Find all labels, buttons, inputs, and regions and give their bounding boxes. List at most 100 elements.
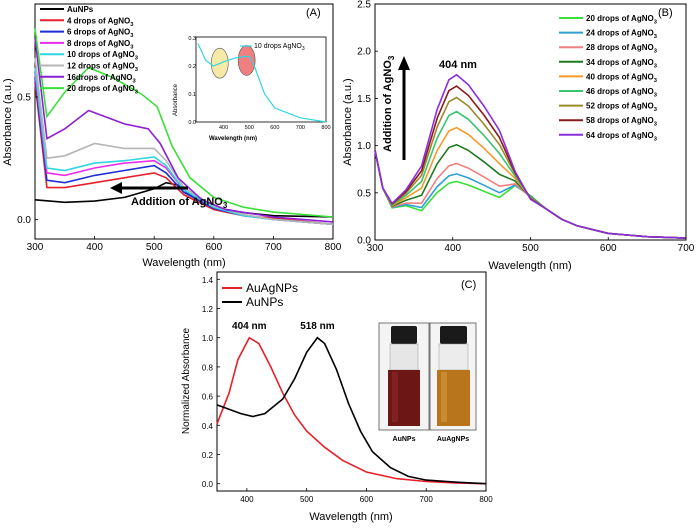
y-tick-label-0.5: 0.5 bbox=[17, 93, 31, 104]
panel-b-legend-label-40-drops-of-agno3-text: 40 drops of AgNO bbox=[586, 72, 654, 81]
panel-b-arrow-head bbox=[398, 56, 410, 70]
panel-b-series-group bbox=[374, 73, 687, 239]
panel-b-xlabel: Wavelength (nm) bbox=[488, 260, 571, 272]
panel-a-series-group bbox=[34, 28, 334, 226]
panel-c-ticks: 400 500 600 700 800 0.0 0.2 0.4 0.6 0.8 1.0 1.2 1.4 bbox=[202, 276, 493, 504]
panel-a-legend-label-16drops-of-agno3: 16drops of AgNO3 bbox=[67, 73, 136, 85]
x-tick-label-500: 500 bbox=[300, 495, 314, 504]
x-tick-label-700: 700 bbox=[265, 242, 282, 253]
inset-series-10-drops bbox=[197, 43, 327, 123]
panel-a: 300 400 500 600 700 800 0.0 0.5 (A) Wavelength … bbox=[2, 3, 342, 269]
y-tick-label-0.6: 0.6 bbox=[202, 393, 214, 402]
panel-c-xlabel: Wavelength (nm) bbox=[309, 511, 392, 523]
inset-plot: 400 500 600 700 800 0.0 0.1 0.2 0.3 bbox=[188, 36, 330, 131]
panel-a-ylabel: Absorbance (a.u.) bbox=[2, 78, 14, 165]
panel-a-legend-label-8-drops-of-agno3: 8 drops of AgNO3 bbox=[67, 39, 133, 51]
panel-a-legend-label-12-drops-of-agno3: 12 drops of AgNO3 bbox=[67, 62, 138, 74]
panel-b-legend-label-24-drops-of-agno3-text: 24 drops of AgNO bbox=[586, 29, 654, 38]
x-tick-label-700: 700 bbox=[420, 495, 434, 504]
inset-x-tick-500: 500 bbox=[245, 125, 254, 131]
vial-photo-aunps bbox=[378, 322, 430, 431]
panel-a-legend-label-10-drops-of-agno3-sub: 3 bbox=[135, 56, 138, 62]
panel-a-legend-label-16drops-of-agno3-sub: 3 bbox=[132, 78, 135, 84]
panel-a-annotation-sub: 3 bbox=[223, 201, 228, 210]
x-tick-label-500: 500 bbox=[146, 242, 163, 253]
photo-label-aunps: AuNPs bbox=[393, 436, 416, 443]
x-tick-label-800: 800 bbox=[325, 242, 342, 253]
x-tick-label-300: 300 bbox=[367, 243, 384, 254]
vial-aunps-liquid-shade bbox=[392, 372, 398, 422]
panel-b-series-64-drops-of-agno3 bbox=[374, 73, 687, 239]
y-tick-label-1.5: 1.5 bbox=[357, 94, 371, 105]
panel-b-legend-label-20-drops-of-agno3-text: 20 drops of AgNO bbox=[586, 14, 654, 23]
panel-b-legend-label-46-drops-of-agno3: 46 drops of AgNO3 bbox=[586, 87, 657, 99]
panel-a-series-20-drops-of-agno3 bbox=[34, 28, 334, 218]
panel-b-legend-label-46-drops-of-agno3-text: 46 drops of AgNO bbox=[586, 87, 654, 96]
inset-highlight-2 bbox=[237, 45, 256, 76]
x-tick-label-400: 400 bbox=[444, 243, 461, 254]
panel-b-legend-label-40-drops-of-agno3: 40 drops of AgNO3 bbox=[586, 72, 657, 84]
panel-b-legend-label-58-drops-of-agno3: 58 drops of AgNO3 bbox=[586, 116, 657, 128]
panel-c-legend-label-aunps: AuNPs bbox=[246, 295, 283, 309]
vial-auagnps-glass bbox=[438, 343, 469, 371]
panel-a-legend-label-16drops-of-agno3-text: 16drops of AgNO bbox=[67, 73, 132, 82]
panel-a-legend-label-6-drops-of-agno3: 6 drops of AgNO3 bbox=[67, 28, 133, 40]
panel-b-legend-label-64-drops-of-agno3-sub: 3 bbox=[654, 136, 657, 142]
y-tick-label-2: 2.0 bbox=[357, 47, 371, 58]
panel-a-legend-label-4-drops-of-agno3: 4 drops of AgNO3 bbox=[67, 16, 133, 28]
x-tick-label-600: 600 bbox=[360, 495, 374, 504]
panel-c-peak-label-518-nm: 518 nm bbox=[300, 321, 335, 332]
panel-a-arrow-head bbox=[110, 182, 122, 194]
panel-a-series-16drops-of-agno3 bbox=[34, 38, 334, 223]
photo-label-auagnps: AuAgNPs bbox=[437, 436, 469, 443]
inset-x-tick-700: 700 bbox=[296, 125, 305, 131]
panel-c-label: (C) bbox=[461, 279, 476, 291]
y-tick-label-1: 1.0 bbox=[202, 334, 214, 343]
panel-a-legend-label-6-drops-of-agno3-text: 6 drops of AgNO bbox=[67, 28, 130, 37]
panel-b-annotation-sub: 3 bbox=[387, 55, 396, 60]
panel-c-series-auagnps bbox=[216, 336, 487, 485]
panel-b-legend-label-24-drops-of-agno3: 24 drops of AgNO3 bbox=[586, 29, 657, 41]
panel-a-ticks: 300 400 500 600 700 800 0.0 0.5 bbox=[17, 93, 342, 253]
panel-b-legend-label-46-drops-of-agno3-sub: 3 bbox=[654, 93, 657, 99]
x-tick-label-400: 400 bbox=[240, 495, 254, 504]
vial-photo-auagnps bbox=[429, 322, 477, 431]
panel-c: 400 500 600 700 8000.00.20.40.60.81.01.21.4 … bbox=[181, 271, 493, 523]
vial-aunps-cap bbox=[391, 326, 417, 344]
y-tick-label-1: 1.0 bbox=[357, 141, 371, 152]
y-tick-label-0: 0.0 bbox=[357, 236, 371, 247]
panel-b-annotation: Addition of AgNO3 bbox=[382, 55, 396, 152]
panel-b-label: (B) bbox=[658, 7, 673, 19]
y-tick-label-1.2: 1.2 bbox=[202, 305, 214, 314]
y-tick-label-0: 0.0 bbox=[202, 480, 214, 489]
panel-a-legend-label-aunps: AuNPs bbox=[67, 5, 94, 14]
panel-c-peak-labels: 404 nm 518 nm bbox=[232, 321, 335, 332]
panel-a-annotation-text: Addition of AgNO bbox=[131, 196, 223, 208]
panel-b-ylabel: Absorbance (a.u.) bbox=[342, 78, 354, 165]
y-tick-label-0.4: 0.4 bbox=[202, 422, 214, 431]
panel-a-legend-label-12-drops-of-agno3-text: 12 drops of AgNO bbox=[67, 62, 135, 71]
panel-a-inset: 400 500 600 700 800 0.0 0.1 0.2 0.3 Absorbance W… bbox=[173, 36, 331, 142]
y-tick-label-0: 0.0 bbox=[17, 215, 31, 226]
panel-b-legend-label-34-drops-of-agno3-text: 34 drops of AgNO bbox=[586, 58, 654, 67]
panel-b-legend-label-34-drops-of-agno3: 34 drops of AgNO3 bbox=[586, 58, 657, 70]
panel-a-legend-label-8-drops-of-agno3-sub: 3 bbox=[130, 44, 133, 50]
panel-b-legend-label-24-drops-of-agno3-sub: 3 bbox=[654, 34, 657, 40]
panel-a-legend-label-20-drops-of-agno3: 20 drops of AgNO3 bbox=[67, 84, 138, 96]
panel-a-legend-label-10-drops-of-agno3-text: 10 drops of AgNO bbox=[67, 50, 135, 59]
inset-y-tick-0.2: 0.2 bbox=[188, 64, 196, 70]
panel-b-series-40-drops-of-agno3 bbox=[374, 126, 687, 239]
panel-b-legend-label-28-drops-of-agno3: 28 drops of AgNO3 bbox=[586, 43, 657, 55]
y-tick-label-1.4: 1.4 bbox=[202, 276, 214, 285]
panel-c-frame bbox=[216, 271, 487, 492]
inset-legend-label: 10 drops AgNO3 bbox=[254, 43, 305, 52]
panel-a-legend-label-12-drops-of-agno3-sub: 3 bbox=[135, 67, 138, 73]
y-tick-label-0.2: 0.2 bbox=[202, 451, 214, 460]
inset-y-tick-0.1: 0.1 bbox=[188, 92, 196, 98]
panel-b-ticks: 300 400 500 600 700 0.0 0.5 1.0 1.5 2.0 2.5 bbox=[357, 0, 695, 254]
inset-legend-sub: 3 bbox=[302, 46, 305, 52]
